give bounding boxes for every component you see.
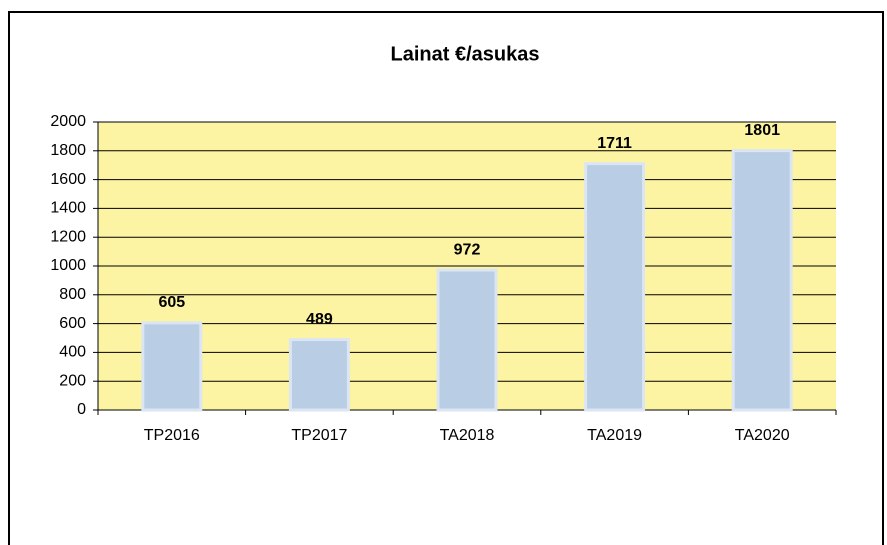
y-tick-label: 600 <box>59 315 86 332</box>
data-label: 972 <box>454 241 481 258</box>
y-tick-label: 1400 <box>50 200 86 217</box>
y-tick-label: 1600 <box>50 171 86 188</box>
x-tick-label: TP2017 <box>291 427 347 444</box>
data-label: 1711 <box>597 135 632 152</box>
bar <box>436 268 498 412</box>
x-tick-label: TA2019 <box>587 427 642 444</box>
chart-title: Lainat €/asukas <box>391 43 540 65</box>
x-tick-label: TA2018 <box>440 427 495 444</box>
y-tick-label: 800 <box>59 286 86 303</box>
bar <box>584 162 646 412</box>
data-label: 1801 <box>744 122 780 139</box>
y-tick-label: 0 <box>77 401 86 418</box>
y-tick-label: 1200 <box>50 228 86 245</box>
y-tick-label: 400 <box>59 344 86 361</box>
x-tick-label: TP2016 <box>144 427 200 444</box>
bar <box>288 338 350 412</box>
bar <box>731 149 793 412</box>
y-tick-label: 2000 <box>50 113 86 130</box>
y-tick-label: 200 <box>59 372 86 389</box>
x-tick-label: TA2020 <box>735 427 790 444</box>
y-tick-label: 1800 <box>50 142 86 159</box>
y-tick-label: 1000 <box>50 257 86 274</box>
bar <box>141 321 203 412</box>
data-label: 605 <box>158 294 185 311</box>
data-label: 489 <box>306 311 333 328</box>
